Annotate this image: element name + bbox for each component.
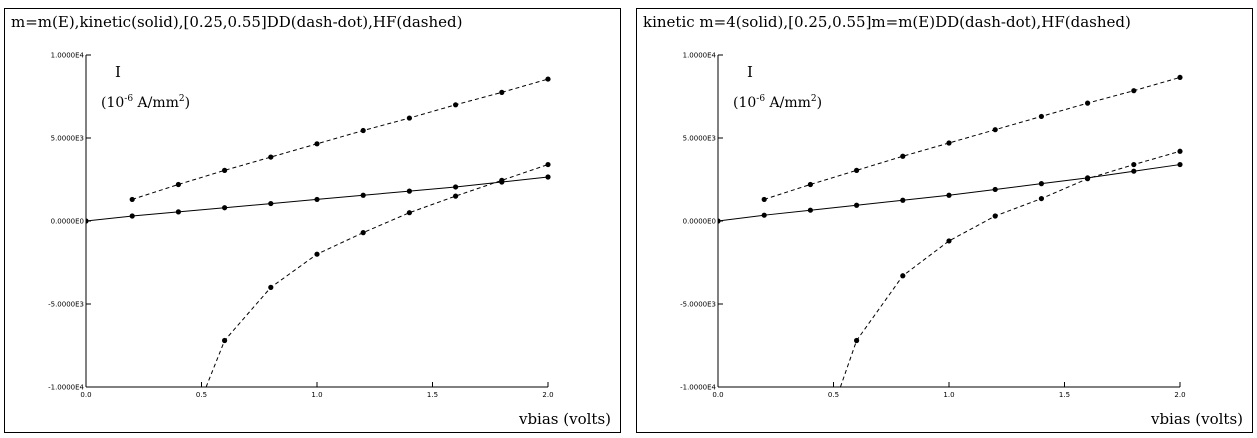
data-point (175, 181, 181, 188)
data-point (314, 196, 320, 203)
x-tick-label: 0.0 (80, 391, 91, 399)
data-point (268, 284, 274, 290)
x-tick-label: 2.0 (542, 391, 553, 399)
data-point (992, 186, 998, 193)
data-point (545, 76, 551, 82)
y-tick-label: 0.0000E0 (683, 218, 716, 226)
data-point (360, 127, 366, 134)
data-point (545, 174, 551, 180)
data-point (992, 213, 998, 219)
chart-title: m=m(E),kinetic(solid),[0.25,0.55]DD(dash… (11, 13, 463, 31)
chart-plot-right: 1.0000E4 5.0000E3 0.0000E0 -5.0000E3 -1.0000… (680, 52, 1243, 429)
series-line (205, 164, 549, 388)
data-point (1085, 100, 1091, 106)
data-point (86, 218, 89, 224)
data-point (900, 273, 906, 279)
data-point (499, 89, 505, 95)
data-point (222, 337, 228, 344)
y-tick-label: 5.0000E3 (51, 135, 84, 143)
data-point (1038, 195, 1044, 202)
data-point (854, 202, 860, 208)
data-point (761, 212, 767, 218)
y-tick-label: -1.0000E4 (48, 384, 84, 392)
chart-title: kinetic m=4(solid),[0.25,0.55]m=m(E)DD(d… (643, 13, 1131, 31)
data-point (1038, 113, 1044, 120)
data-point (314, 141, 320, 147)
series-line (839, 150, 1181, 388)
y-tick-label: -1.0000E4 (680, 384, 716, 392)
data-point (1177, 148, 1183, 154)
data-point (360, 192, 366, 198)
y-tick-label: -5.0000E3 (680, 301, 716, 309)
data-point (718, 218, 721, 224)
data-point (268, 200, 274, 207)
data-point (406, 210, 412, 216)
data-point (499, 177, 505, 183)
data-point (129, 196, 135, 203)
x-axis-label: vbias (volts) (1150, 410, 1243, 428)
data-point (175, 209, 181, 215)
y-axis-label: I (747, 63, 753, 81)
x-tick-label: 1.5 (427, 391, 438, 399)
data-point (222, 205, 228, 211)
y-tick-label: 1.0000E4 (683, 52, 717, 60)
data-point (992, 127, 998, 133)
data-point (1085, 176, 1091, 182)
y-axis-unit: (10-6 A/mm2) (733, 94, 822, 111)
data-point (900, 197, 906, 203)
data-point (453, 184, 459, 190)
data-point (1038, 181, 1044, 187)
y-tick-label: -5.0000E3 (48, 301, 84, 309)
data-point (222, 167, 228, 173)
data-point (1131, 161, 1137, 168)
data-point (1177, 74, 1183, 81)
x-tick-label: 2.0 (1174, 391, 1185, 399)
data-point (807, 181, 813, 188)
chart-panel-right: kinetic m=4(solid),[0.25,0.55]m=m(E)DD(d… (636, 8, 1253, 433)
data-point (268, 154, 274, 160)
data-point (807, 207, 813, 213)
y-axis-label: I (115, 63, 121, 81)
series-line (132, 78, 549, 200)
x-tick-label: 1.0 (311, 391, 322, 399)
data-point (129, 213, 135, 219)
data-point (900, 153, 906, 159)
data-point (1131, 88, 1137, 94)
y-tick-label: 1.0000E4 (51, 52, 85, 60)
x-tick-label: 0.5 (828, 391, 839, 399)
data-point (946, 192, 952, 198)
chart-plot-left: 1.0000E4 5.0000E3 0.0000E0 -5.0000E3 -1.0000… (48, 52, 611, 429)
data-point (453, 193, 459, 199)
series-line (764, 76, 1181, 200)
data-point (314, 251, 320, 257)
data-point (406, 115, 412, 121)
x-tick-label: 0.0 (712, 391, 723, 399)
x-tick-label: 1.5 (1059, 391, 1070, 399)
data-point (946, 140, 952, 146)
x-tick-label: 1.0 (943, 391, 954, 399)
y-tick-label: 5.0000E3 (683, 135, 716, 143)
data-point (946, 238, 952, 244)
data-point (406, 188, 412, 194)
x-tick-label: 0.5 (196, 391, 207, 399)
series-group (86, 76, 551, 388)
series-group (718, 74, 1183, 388)
x-axis-label: vbias (volts) (518, 410, 611, 428)
y-axis-unit: (10-6 A/mm2) (101, 94, 190, 111)
data-point (1177, 161, 1183, 168)
data-point (453, 102, 459, 108)
chart-panel-left: m=m(E),kinetic(solid),[0.25,0.55]DD(dash… (4, 8, 621, 433)
data-point (854, 167, 860, 173)
data-point (1131, 168, 1137, 174)
data-point (360, 230, 366, 236)
y-tick-label: 0.0000E0 (51, 218, 84, 226)
data-point (545, 161, 551, 168)
data-point (761, 196, 767, 203)
data-point (854, 337, 860, 344)
